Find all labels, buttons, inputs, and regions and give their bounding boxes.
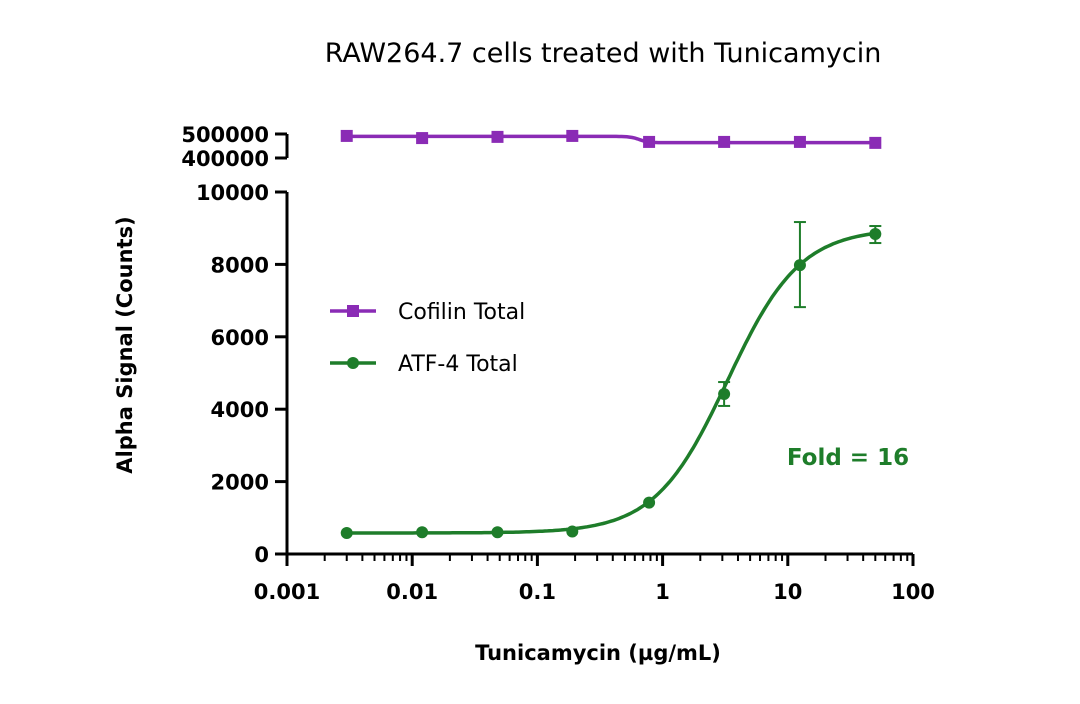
atf4-point	[566, 525, 579, 538]
atf4-point	[793, 259, 806, 272]
legend-circle-marker	[347, 357, 359, 369]
x-axis-label: Tunicamycin (µg/mL)	[475, 641, 721, 665]
cofilin-point	[340, 129, 353, 142]
cofilin-point	[566, 129, 579, 142]
y-tick-label: 2000	[211, 471, 269, 495]
y-tick-label: 6000	[211, 326, 269, 350]
x-tick-label: 0.1	[519, 580, 556, 604]
cofilin-point	[793, 135, 806, 148]
legend: Cofilin Total ATF-4 Total	[330, 300, 525, 377]
atf4-point	[643, 496, 656, 509]
fold-annotation: Fold = 16	[787, 445, 909, 471]
legend-square-marker	[347, 305, 359, 317]
atf4-point	[416, 526, 429, 539]
atf4-fit-curve	[346, 231, 876, 535]
axes: 0.001 0.01 0.1 1 10 100 0 2000 4000 6000 8000 10000…	[181, 123, 935, 604]
y-tick-label-upper: 500000	[181, 123, 269, 147]
legend-label: ATF-4 Total	[398, 352, 518, 377]
y-tick-label: 0	[254, 543, 269, 567]
atf4-point	[491, 526, 504, 539]
atf4-point	[340, 527, 353, 540]
cofilin-point	[416, 132, 429, 145]
cofilin-point	[718, 135, 731, 148]
x-tick-label: 10	[773, 580, 802, 604]
cofilin-point	[491, 130, 504, 143]
x-tick-label: 0.01	[386, 580, 438, 604]
y-tick-label: 8000	[211, 253, 269, 277]
x-tick-label: 0.001	[254, 580, 320, 604]
plot-area	[340, 129, 882, 540]
y-tick-label-upper: 400000	[181, 147, 269, 171]
cofilin-fit-curve	[346, 134, 876, 145]
y-tick-label: 10000	[196, 181, 269, 205]
cofilin-point	[869, 136, 882, 149]
y-axis-label: Alpha Signal (Counts)	[113, 216, 137, 473]
legend-label: Cofilin Total	[398, 300, 525, 325]
chart-title: RAW264.7 cells treated with Tunicamycin	[325, 38, 882, 69]
y-tick-label: 4000	[211, 398, 269, 422]
cofilin-point	[643, 135, 656, 148]
x-tick-label: 100	[891, 580, 935, 604]
atf4-point	[869, 227, 882, 240]
atf4-point	[718, 387, 731, 400]
x-tick-label: 1	[655, 580, 670, 604]
